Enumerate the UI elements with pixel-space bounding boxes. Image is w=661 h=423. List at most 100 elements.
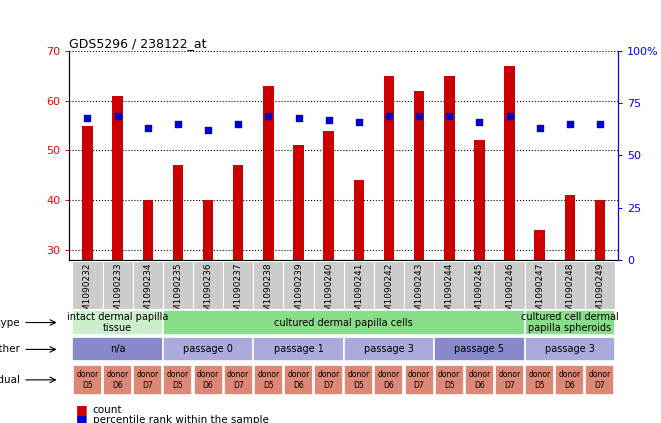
- Text: GSM1090247: GSM1090247: [535, 263, 544, 323]
- Bar: [555, 365, 584, 395]
- Point: [444, 112, 455, 119]
- Bar: [293, 146, 304, 260]
- Text: donor
D7: donor D7: [408, 370, 430, 390]
- Text: GSM1090240: GSM1090240: [324, 263, 333, 323]
- Text: GSM1090245: GSM1090245: [475, 263, 484, 323]
- Text: donor
D5: donor D5: [257, 370, 280, 390]
- Bar: [223, 261, 253, 309]
- Bar: [405, 365, 434, 395]
- Bar: [143, 201, 153, 260]
- Point: [474, 118, 485, 125]
- Text: percentile rank within the sample: percentile rank within the sample: [93, 415, 268, 423]
- Bar: [313, 261, 344, 309]
- Text: GSM1090241: GSM1090241: [354, 263, 364, 323]
- Bar: [254, 365, 283, 395]
- Text: cultured cell dermal
papilla spheroids: cultured cell dermal papilla spheroids: [521, 312, 619, 333]
- Bar: [494, 261, 525, 309]
- Bar: [73, 337, 163, 362]
- Bar: [525, 337, 615, 362]
- Bar: [223, 365, 253, 395]
- Text: GSM1090248: GSM1090248: [565, 263, 574, 323]
- Bar: [163, 310, 525, 335]
- Bar: [253, 337, 344, 362]
- Point: [203, 127, 214, 134]
- Text: donor
D7: donor D7: [589, 370, 611, 390]
- Bar: [383, 76, 394, 260]
- Bar: [134, 365, 162, 395]
- Bar: [233, 165, 243, 260]
- Point: [354, 118, 364, 125]
- Point: [293, 114, 304, 121]
- Bar: [73, 310, 163, 335]
- Bar: [434, 337, 525, 362]
- Bar: [404, 261, 434, 309]
- Bar: [525, 261, 555, 309]
- Text: donor
D5: donor D5: [77, 370, 98, 390]
- Text: GSM1090242: GSM1090242: [385, 263, 393, 323]
- Bar: [564, 195, 575, 260]
- Text: GDS5296 / 238122_at: GDS5296 / 238122_at: [69, 37, 207, 49]
- Text: GSM1090246: GSM1090246: [505, 263, 514, 323]
- Bar: [163, 337, 253, 362]
- Point: [383, 112, 394, 119]
- Bar: [253, 261, 284, 309]
- Bar: [464, 261, 494, 309]
- Text: passage 0: passage 0: [183, 344, 233, 354]
- Bar: [435, 365, 464, 395]
- Text: cell type: cell type: [0, 318, 20, 327]
- Bar: [434, 261, 464, 309]
- Text: donor
D5: donor D5: [529, 370, 551, 390]
- Text: donor
D7: donor D7: [498, 370, 521, 390]
- Text: GSM1090238: GSM1090238: [264, 263, 273, 324]
- Bar: [173, 165, 183, 260]
- Bar: [263, 86, 274, 260]
- Text: other: other: [0, 344, 20, 354]
- Point: [173, 121, 183, 127]
- Bar: [585, 261, 615, 309]
- Text: donor
D6: donor D6: [559, 370, 581, 390]
- Text: ■: ■: [76, 413, 88, 423]
- Text: GSM1090236: GSM1090236: [204, 263, 213, 324]
- Text: GSM1090243: GSM1090243: [414, 263, 424, 323]
- Bar: [194, 365, 223, 395]
- Point: [564, 121, 575, 127]
- Bar: [103, 365, 132, 395]
- Bar: [73, 261, 102, 309]
- Text: GSM1090234: GSM1090234: [143, 263, 152, 323]
- Text: GSM1090233: GSM1090233: [113, 263, 122, 324]
- Bar: [284, 365, 313, 395]
- Text: donor
D5: donor D5: [167, 370, 189, 390]
- Text: count: count: [93, 405, 122, 415]
- Text: passage 1: passage 1: [274, 344, 323, 354]
- Bar: [374, 261, 404, 309]
- Bar: [414, 91, 424, 260]
- Bar: [323, 131, 334, 260]
- Bar: [444, 76, 455, 260]
- Bar: [284, 261, 313, 309]
- Bar: [534, 230, 545, 260]
- Text: GSM1090235: GSM1090235: [173, 263, 182, 324]
- Bar: [595, 201, 605, 260]
- Bar: [375, 365, 403, 395]
- Point: [112, 112, 123, 119]
- Text: donor
D5: donor D5: [438, 370, 460, 390]
- Bar: [133, 261, 163, 309]
- Bar: [73, 365, 102, 395]
- Bar: [163, 365, 192, 395]
- Bar: [504, 66, 515, 260]
- Text: GSM1090244: GSM1090244: [445, 263, 453, 323]
- Bar: [555, 261, 585, 309]
- Text: donor
D5: donor D5: [348, 370, 370, 390]
- Bar: [474, 140, 485, 260]
- Bar: [495, 365, 524, 395]
- Bar: [163, 261, 193, 309]
- Text: cultured dermal papilla cells: cultured dermal papilla cells: [274, 318, 413, 327]
- Text: n/a: n/a: [110, 344, 126, 354]
- Text: GSM1090237: GSM1090237: [234, 263, 243, 324]
- Bar: [586, 365, 615, 395]
- Bar: [465, 365, 494, 395]
- Text: donor
D6: donor D6: [106, 370, 129, 390]
- Text: donor
D7: donor D7: [317, 370, 340, 390]
- Text: donor
D6: donor D6: [378, 370, 400, 390]
- Bar: [112, 96, 123, 260]
